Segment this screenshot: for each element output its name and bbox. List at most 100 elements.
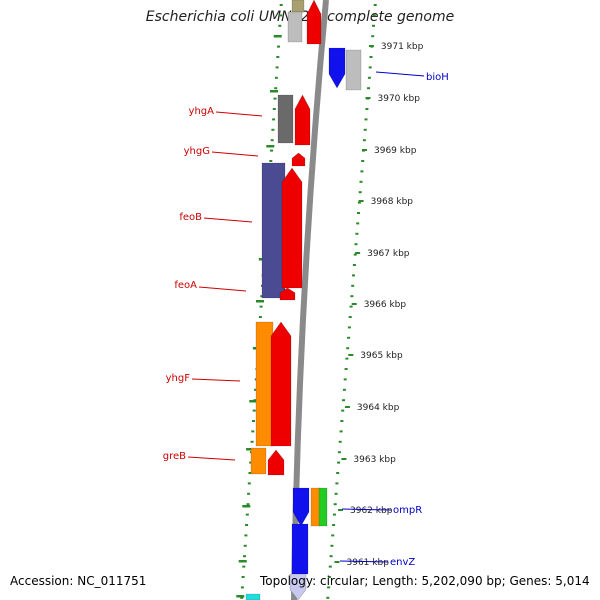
tick-mark	[351, 284, 355, 287]
gene-label-yhgF: yhgF	[166, 373, 191, 384]
tick-mark	[347, 336, 351, 339]
tick-mark	[254, 388, 258, 391]
scale-labels: 3971 kbp 3970 kbp 3969 kbp 3968 kbp 3967 kbp…	[334, 42, 424, 568]
tick-mark	[251, 430, 255, 433]
gene-arrow-biox-blue	[328, 47, 346, 89]
tick-mark	[369, 56, 373, 58]
tick-mark	[252, 420, 255, 422]
leader-line	[375, 71, 425, 77]
scale-tick	[365, 97, 371, 99]
tick-mark	[250, 440, 254, 443]
leader-line	[187, 456, 236, 461]
tick-mark	[327, 586, 331, 589]
tick-mark	[335, 482, 339, 485]
tick-mark	[248, 472, 252, 474]
leader-line	[339, 560, 389, 563]
tick-mark	[328, 565, 332, 568]
tick-mark	[367, 76, 371, 79]
tick-mark	[329, 555, 333, 558]
gene-arrow-feob-navy	[261, 162, 286, 299]
tick-mark	[340, 420, 344, 422]
gene-arrow-lavender	[289, 573, 307, 600]
gene-arrow-red	[306, 0, 322, 45]
tick-mark	[353, 253, 357, 256]
scale-label: 3965 kbp	[360, 351, 403, 361]
gene-arrow-orange-small	[310, 487, 321, 527]
gene-label-yhgG: yhgG	[184, 146, 210, 157]
tick-mark	[272, 118, 276, 121]
tick-mark	[252, 409, 256, 412]
gene-label-yhgA: yhgA	[189, 106, 215, 117]
tick-mark	[373, 4, 377, 6]
tick-mark	[245, 524, 249, 526]
tick-mark	[270, 149, 273, 152]
tick-mark	[337, 461, 341, 464]
tick-mark	[347, 326, 351, 329]
tick-mark	[352, 274, 355, 277]
gene-arrow-bioh	[345, 49, 362, 91]
accession-label: Accession: NC_011751	[10, 574, 147, 588]
tick-mark	[244, 534, 248, 537]
tick-mark	[332, 513, 336, 516]
tick-mark	[348, 316, 352, 318]
scale-label: 3970 kbp	[378, 94, 421, 104]
tick-mark	[273, 97, 277, 100]
scale-label: 3961 kbp	[347, 558, 390, 568]
tick-mark	[346, 347, 350, 350]
tick-mark	[243, 555, 246, 558]
tick-mark	[240, 586, 244, 589]
leader-line	[211, 151, 259, 157]
gene-features	[245, 0, 362, 600]
tick-mark	[274, 87, 278, 90]
major-tick	[236, 595, 245, 598]
tick-mark	[331, 534, 335, 537]
gene-arrow-yhgf	[270, 321, 292, 447]
tick-mark	[332, 524, 336, 526]
tick-mark	[354, 243, 358, 246]
tick-mark	[247, 482, 251, 485]
tick-mark	[277, 45, 280, 48]
gene-arrow-yhga-red	[294, 94, 311, 146]
tick-mark	[342, 399, 346, 402]
genome-summary: Topology: circular; Length: 5,202,090 bp…	[260, 574, 590, 588]
tick-mark	[363, 128, 367, 131]
scale-tick	[341, 458, 347, 460]
tick-mark	[362, 139, 366, 142]
scale-tick	[338, 509, 343, 511]
gene-label-bioH: bioH	[426, 72, 449, 83]
major-tick	[246, 448, 255, 451]
tick-mark	[274, 76, 278, 79]
leader-line	[198, 286, 247, 292]
scale-tick	[351, 303, 357, 305]
tick-mark	[364, 118, 368, 121]
tick-mark	[240, 596, 244, 599]
tick-mark	[259, 305, 263, 308]
gene-arrow-greb-orange	[250, 447, 267, 475]
scale-tick	[358, 200, 364, 202]
tick-mark	[339, 430, 343, 433]
gene-arrow-cyan	[245, 593, 261, 600]
tick-mark	[350, 295, 354, 298]
scale-tick	[344, 406, 350, 408]
scale-tick	[348, 354, 354, 356]
tick-mark	[358, 191, 362, 194]
tick-mark	[271, 128, 275, 131]
scale-tick	[362, 149, 367, 151]
tick-mark	[365, 108, 369, 110]
tick-mark	[279, 4, 283, 6]
tick-mark	[260, 295, 264, 298]
scale-tick	[355, 252, 361, 254]
tick-marks-left	[236, 4, 283, 599]
major-tick	[256, 300, 264, 303]
scale-label: 3966 kbp	[364, 300, 407, 310]
tick-mark	[243, 544, 247, 547]
tick-mark	[272, 108, 276, 110]
major-tick	[238, 560, 247, 563]
tick-mark	[336, 472, 340, 474]
tick-mark	[345, 357, 349, 360]
scale-label: 3963 kbp	[353, 455, 396, 465]
left-gene-labels: yhgA yhgG feoB feoA yhgF greB	[163, 106, 263, 462]
gene-arrow-yhga-gray	[277, 94, 294, 144]
tick-mark	[278, 24, 282, 27]
